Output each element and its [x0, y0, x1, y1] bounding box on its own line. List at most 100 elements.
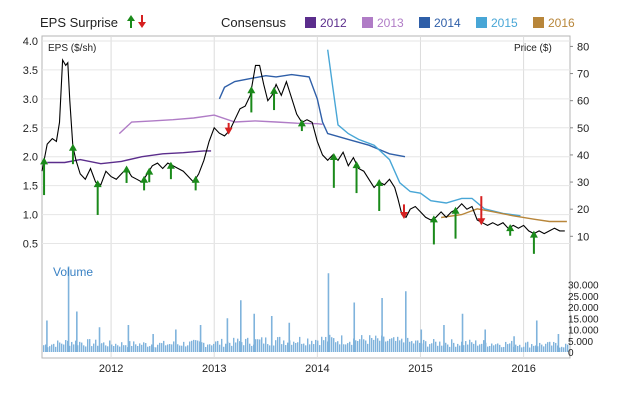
legend-swatch-2015	[476, 17, 487, 28]
volume-bar	[535, 320, 538, 352]
volume-bar	[311, 340, 313, 352]
volume-bar	[339, 344, 341, 352]
volume-bar	[191, 340, 193, 352]
volume-bar	[95, 339, 97, 352]
volume-bar	[385, 341, 387, 352]
volume-bar	[69, 345, 71, 352]
volume-bar	[259, 339, 261, 352]
price-tick-label: 40	[577, 150, 589, 162]
consensus-line-2012	[47, 150, 212, 165]
volume-bar	[57, 340, 59, 352]
legend-entry-2015: 2015	[491, 16, 518, 30]
volume-bar	[427, 346, 429, 352]
volume-bar	[441, 345, 443, 352]
price-tick-label: 60	[577, 96, 589, 108]
surprise-up-arrowhead	[68, 143, 77, 151]
volume-bar	[371, 337, 373, 352]
volume-bar	[541, 344, 543, 352]
volume-bar	[399, 340, 401, 352]
volume-bar	[407, 337, 409, 352]
volume-bar	[415, 340, 417, 352]
volume-bar	[275, 340, 277, 352]
legend-entry-2013: 2013	[377, 16, 404, 30]
volume-bar	[97, 345, 99, 352]
volume-bar	[527, 341, 529, 352]
volume-tick-label: 0	[568, 348, 574, 359]
volume-bar	[359, 339, 361, 352]
volume-tick-label: 25.000	[568, 292, 599, 303]
volume-bar	[119, 346, 121, 352]
volume-bar	[471, 342, 473, 352]
eps-tick-label: 1.0	[23, 210, 38, 222]
title-up-arrow-icon	[127, 15, 135, 28]
volume-bar	[521, 347, 523, 352]
volume-bar	[347, 343, 349, 352]
volume-bar	[551, 345, 553, 352]
volume-bar	[519, 344, 521, 352]
volume-bar	[451, 339, 453, 352]
legend-entry-2016: 2016	[548, 16, 575, 30]
volume-bar	[247, 337, 249, 352]
volume-bar	[267, 344, 269, 352]
volume-bar	[199, 325, 202, 352]
volume-bar	[453, 342, 455, 352]
legend-swatch-2012	[305, 17, 316, 28]
volume-bar	[251, 345, 253, 352]
surprise-up-arrowhead	[329, 153, 338, 161]
volume-bar	[555, 342, 557, 352]
title-down-arrow-icon	[138, 15, 146, 28]
volume-bar	[505, 341, 507, 352]
volume-bar	[135, 344, 137, 352]
volume-bar	[240, 300, 242, 352]
x-tick-label: 2012	[99, 363, 123, 375]
volume-bar	[547, 342, 549, 352]
volume-bar	[87, 339, 89, 352]
volume-bar	[226, 318, 229, 352]
consensus-line-2013	[118, 114, 323, 135]
surprise-up-arrowhead	[122, 165, 131, 173]
volume-bar	[363, 339, 365, 352]
volume-bar	[179, 345, 181, 352]
volume-bar	[46, 320, 48, 352]
volume-bar	[299, 336, 301, 352]
volume-bar	[411, 341, 413, 352]
volume-bar	[223, 346, 225, 352]
volume-bar	[483, 340, 485, 352]
volume-bar	[245, 338, 247, 352]
x-tick-label: 2016	[511, 363, 535, 375]
volume-bar	[531, 344, 533, 352]
eps-tick-label: 2.5	[23, 123, 38, 135]
x-tick-label: 2015	[408, 363, 432, 375]
volume-bar	[431, 343, 433, 352]
volume-bar	[105, 345, 107, 352]
volume-bar	[101, 343, 103, 352]
eps-surprise-arrows	[40, 86, 538, 254]
volume-bar	[98, 327, 101, 352]
volume-bar	[71, 341, 73, 352]
volume-bar	[257, 339, 259, 352]
volume-bar	[439, 341, 441, 352]
volume-bar	[219, 344, 221, 352]
volume-bar	[265, 337, 267, 352]
volume-bar	[181, 345, 183, 352]
volume-bar	[189, 341, 191, 352]
volume-bar	[317, 340, 319, 352]
volume-bar	[131, 345, 133, 352]
volume-bar	[445, 342, 447, 352]
volume-bar	[423, 339, 425, 352]
volume-bar	[249, 343, 251, 352]
volume-bar	[235, 342, 237, 352]
volume-bar	[233, 337, 235, 352]
volume-bar	[152, 334, 154, 352]
volume-bar	[241, 342, 243, 352]
volume-bar	[215, 341, 217, 352]
surprise-up-arrowhead	[191, 175, 200, 183]
volume-bar	[351, 344, 353, 352]
volume-bar	[137, 345, 139, 352]
surprise-up-arrowhead	[166, 161, 175, 169]
volume-bar	[323, 340, 325, 352]
volume-bar	[143, 342, 145, 352]
volume-bar	[93, 343, 95, 352]
volume-bar	[169, 344, 171, 352]
volume-bars	[43, 266, 569, 352]
